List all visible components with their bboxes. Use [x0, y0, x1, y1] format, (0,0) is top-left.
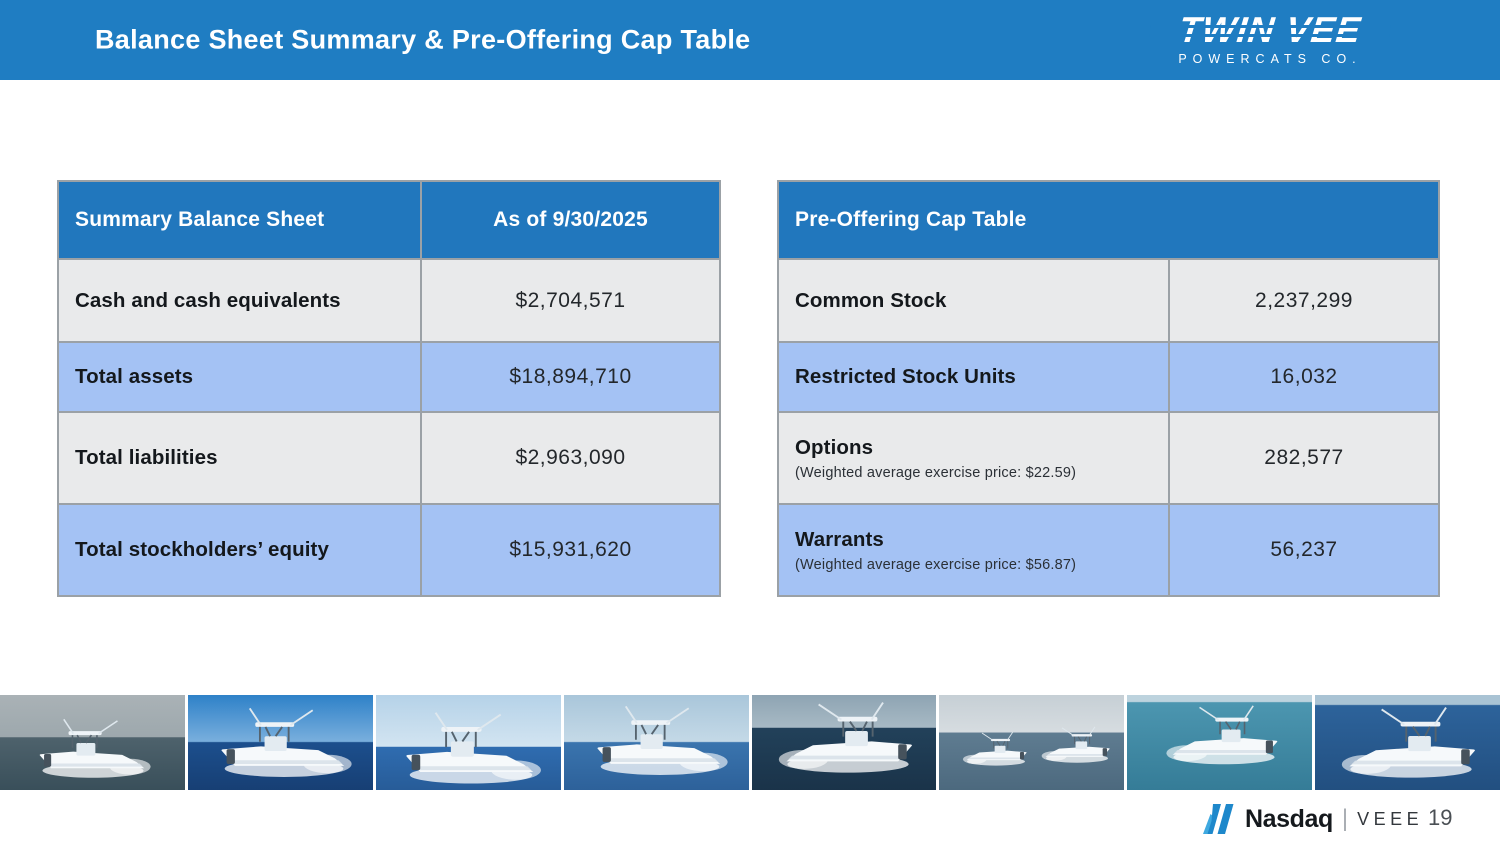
boat-photo-7 — [1127, 695, 1313, 790]
balance-sheet-table: Summary Balance Sheet As of 9/30/2025 Ca… — [57, 180, 721, 597]
table-row-label: Warrants (Weighted average exercise pric… — [779, 505, 1168, 595]
table-row-value: $15,931,620 — [422, 505, 719, 595]
page-number: 19 — [1428, 805, 1453, 830]
boat-photo-8 — [1315, 695, 1500, 790]
table-row-value: $2,704,571 — [422, 260, 719, 341]
balance-sheet-header-date: As of 9/30/2025 — [422, 182, 719, 258]
nasdaq-icon — [1203, 804, 1234, 834]
boat-photo-strip — [0, 695, 1500, 790]
boat-photo-6 — [939, 695, 1125, 790]
table-row-value: 282,577 — [1170, 413, 1438, 503]
table-row-label: Common Stock — [779, 260, 1168, 341]
boat-photo-1 — [0, 695, 185, 790]
table-row-value: 56,237 — [1170, 505, 1438, 595]
table-row-label: Cash and cash equivalents — [59, 260, 420, 341]
twin-vee-wordmark: TWIN VEE — [1148, 9, 1392, 50]
boat-photo-5 — [751, 695, 937, 790]
cap-table-header: Pre-Offering Cap Table — [779, 182, 1438, 258]
cap-table: Pre-Offering Cap Table Common Stock 2,23… — [777, 180, 1440, 597]
powercats-subtitle: POWERCATS CO. — [1178, 52, 1362, 66]
twin-vee-wordmark-text: TWIN VEE — [1176, 9, 1364, 50]
twin-vee-logo: TWIN VEE POWERCATS CO. — [1148, 9, 1392, 66]
boat-photo-3 — [375, 695, 561, 790]
table-row-value: 16,032 — [1170, 343, 1438, 411]
table-row-label: Total stockholders’ equity — [59, 505, 420, 595]
table-row-value: $2,963,090 — [422, 413, 719, 503]
nasdaq-wordmark: Nasdaq — [1245, 804, 1333, 833]
row-note-text: (Weighted average exercise price: $22.59… — [795, 464, 1077, 481]
boat-photo-4 — [563, 695, 749, 790]
table-row-value: $18,894,710 — [422, 343, 719, 411]
nasdaq-listing-badge: Nasdaq | VEEE — [1202, 799, 1423, 839]
row-label-text: Warrants — [795, 527, 884, 551]
balance-sheet-header-label: Summary Balance Sheet — [59, 182, 420, 258]
page-title: Balance Sheet Summary & Pre-Offering Cap… — [95, 24, 751, 55]
row-label-text: Options — [795, 435, 874, 459]
title-bar: Balance Sheet Summary & Pre-Offering Cap… — [0, 0, 1500, 80]
table-row-label: Total assets — [59, 343, 420, 411]
logo-speed-stripe — [1150, 25, 1391, 28]
footer-divider: | — [1341, 805, 1349, 832]
table-row-label: Options (Weighted average exercise price… — [779, 413, 1168, 503]
table-row-label: Restricted Stock Units — [779, 343, 1168, 411]
boat-photo-2 — [187, 695, 373, 790]
table-row-value: 2,237,299 — [1170, 260, 1438, 341]
logo-speed-stripe — [1149, 34, 1390, 37]
ticker-symbol: VEEE — [1357, 808, 1424, 829]
table-row-label: Total liabilities — [59, 413, 420, 503]
row-note-text: (Weighted average exercise price: $56.87… — [795, 556, 1077, 573]
